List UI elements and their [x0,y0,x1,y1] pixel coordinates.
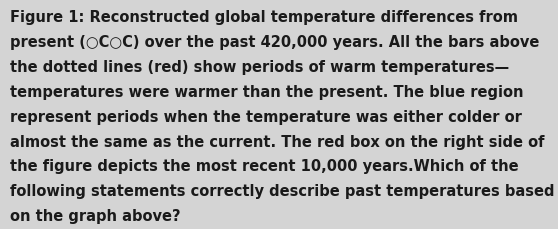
Text: the dotted lines (red) show periods of warm temperatures—: the dotted lines (red) show periods of w… [10,60,509,75]
Text: Figure 1: Reconstructed global temperature differences from: Figure 1: Reconstructed global temperatu… [10,10,518,25]
Text: represent periods when the temperature was either colder or: represent periods when the temperature w… [10,109,522,124]
Text: on the graph above?: on the graph above? [10,208,181,223]
Text: the figure depicts the most recent 10,000 years.Which of the: the figure depicts the most recent 10,00… [10,159,519,174]
Text: following statements correctly describe past temperatures based: following statements correctly describe … [10,183,555,198]
Text: almost the same as the current. The red box on the right side of: almost the same as the current. The red … [10,134,545,149]
Text: temperatures were warmer than the present. The blue region: temperatures were warmer than the presen… [10,85,523,99]
Text: present (○C○C) over the past 420,000 years. All the bars above: present (○C○C) over the past 420,000 yea… [10,35,540,50]
